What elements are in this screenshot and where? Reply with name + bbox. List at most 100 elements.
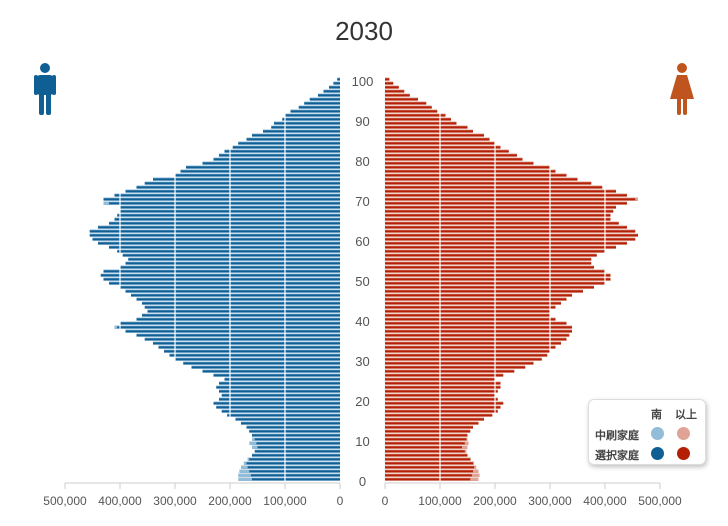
female-dark-bar [385,454,468,457]
female-dark-bar [385,78,390,81]
x-tick-label: 100,000 [263,494,307,508]
male-dark-bar [122,254,340,257]
male-dark-bar [136,318,340,321]
age-label: 0 [359,474,366,489]
female-dark-bar [385,326,572,329]
x-tick-label: 400,000 [583,494,627,508]
female-dark-bar [385,198,636,201]
legend-row-light: 中刷家庭 [595,430,639,442]
male-dark-bar [153,178,340,181]
male-dark-bar [100,274,340,277]
female-dark-bar [385,286,594,289]
male-dark-bar [257,446,340,449]
x-tick-label: 300,000 [153,494,197,508]
male-dark-bar [186,166,340,169]
female-dark-bar [385,122,457,125]
male-icon [34,63,56,115]
male-dark-bar [89,234,340,237]
male-dark-bar [213,374,340,377]
female-dark-bar [385,242,627,245]
female-dark-bar [385,374,504,377]
male-dark-bar [246,426,340,429]
age-label: 20 [355,394,369,409]
male-dark-bar [249,430,340,433]
legend-female-dark-swatch [677,447,690,460]
female-dark-bar [385,154,517,157]
female-dark-bar [385,350,550,353]
x-tick-label: 0 [382,494,389,508]
female-dark-bar [385,430,471,433]
female-dark-bar [385,266,594,269]
male-dark-bar [202,370,340,373]
female-dark-bar [385,194,627,197]
age-label: 80 [355,154,369,169]
age-label: 40 [355,314,369,329]
male-dark-bar [252,478,340,481]
x-tick-label: 200,000 [208,494,252,508]
female-dark-bar [385,162,534,165]
age-label: 100 [352,74,374,89]
male-dark-bar [221,410,340,413]
male-dark-bar [128,258,340,261]
male-dark-bar [144,306,340,309]
x-tick-label: 400,000 [98,494,142,508]
male-dark-bar [103,278,340,281]
female-dark-bar [385,310,550,313]
female-dark-bar [385,358,542,361]
female-dark-bar [385,158,523,161]
male-dark-bar [254,438,340,441]
male-dark-bar [224,378,340,381]
female-dark-bar [385,470,473,473]
female-dark-bar [385,118,451,121]
age-label: 60 [355,234,369,249]
male-dark-bar [238,142,340,145]
female-dark-bar [385,330,572,333]
female-dark-bar [385,102,427,105]
male-dark-bar [241,422,340,425]
female-dark-bar [385,258,592,261]
male-dark-bar [252,454,340,457]
female-dark-bar [385,254,597,257]
male-dark-bar [117,214,340,217]
female-dark-bar [385,294,572,297]
female-dark-bar [385,202,627,205]
male-dark-bar [164,350,340,353]
male-dark-bar [254,450,340,453]
male-dark-bar [125,290,340,293]
male-dark-bar [219,390,340,393]
male-dark-bar [109,282,340,285]
female-dark-bar [385,474,472,477]
male-dark-bar [153,342,340,345]
female-dark-bar [385,398,498,401]
legend-col-male: 南 [651,409,662,421]
female-dark-bar [385,362,534,365]
female-dark-bar [385,274,611,277]
female-dark-bar [385,206,616,209]
female-dark-bar [385,402,504,405]
male-dark-bar [216,406,340,409]
male-dark-bar [250,474,340,477]
female-dark-bar [385,94,410,97]
female-dark-bar [385,342,561,345]
female-dark-bar [385,290,583,293]
male-dark-bar [98,226,340,229]
x-tick-label: 300,000 [528,494,572,508]
female-dark-bar [385,90,405,93]
female-dark-bar [385,234,638,237]
male-dark-bar [109,246,340,249]
male-dark-bar [109,222,340,225]
male-dark-bar [221,394,340,397]
male-dark-bar [285,114,340,117]
female-dark-bar [385,462,473,465]
male-dark-bar [252,434,340,437]
male-dark-bar [142,302,340,305]
male-dark-bar [219,382,340,385]
female-dark-bar [385,434,468,437]
female-dark-bar [385,138,490,141]
male-dark-bar [114,218,340,221]
female-dark-bar [385,278,611,281]
male-dark-bar [136,298,340,301]
legend-col-female: 以上 [675,409,697,421]
x-tick-label: 0 [337,494,344,508]
male-dark-bar [333,82,340,85]
